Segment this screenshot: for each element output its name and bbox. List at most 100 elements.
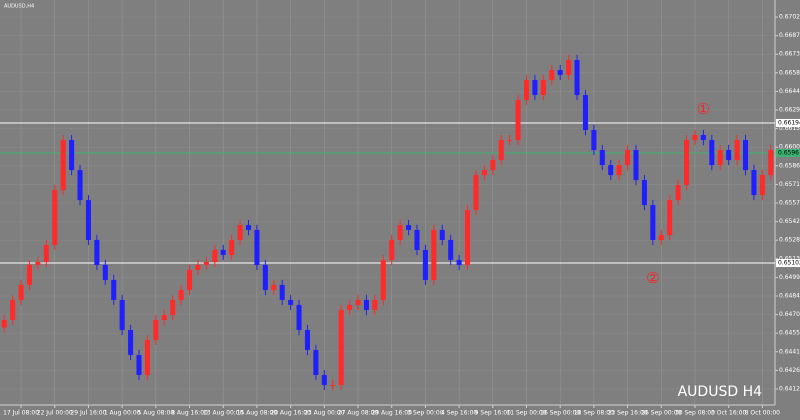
candle-body: [304, 329, 310, 350]
candle-body: [380, 259, 386, 300]
y-tick-label: 0.65715: [779, 181, 800, 188]
candle-body: [212, 249, 218, 263]
candle-body: [549, 70, 555, 81]
candle-body: [684, 140, 690, 186]
candle-body: [557, 70, 563, 76]
candle-body: [187, 269, 193, 290]
symbol-caption: AUDUSD,H4: [4, 4, 34, 10]
candle-body: [490, 160, 496, 171]
candle-body: [136, 354, 142, 375]
candle-body: [608, 165, 614, 176]
candle-body: [26, 264, 33, 285]
x-tick-label: 29 Jul 16:00: [70, 410, 106, 417]
level-label-box: [776, 259, 800, 268]
candle-body: [734, 140, 740, 161]
x-tick-label: 1 Aug 00:00: [104, 410, 141, 417]
candle-body: [633, 150, 639, 181]
y-tick-label: 0.65425: [779, 218, 800, 225]
candle-body: [254, 229, 260, 265]
x-tick-label: 23 Aug 00:00: [304, 410, 345, 417]
candle-body: [279, 284, 285, 300]
x-tick-label: 8 Oct 00:00: [745, 410, 780, 417]
x-tick-label: 29 Aug 16:00: [371, 410, 412, 417]
candle-body: [650, 205, 656, 240]
candle-body: [347, 304, 353, 310]
candle-body: [397, 225, 403, 240]
candle-body: [144, 339, 150, 375]
candle-body: [582, 95, 588, 131]
candle-body: [330, 384, 336, 386]
candle-body: [599, 150, 605, 166]
candle-body: [700, 135, 706, 141]
candle-body: [237, 225, 243, 240]
candle-body: [751, 170, 757, 196]
candle-body: [406, 225, 412, 230]
candle-body: [60, 140, 66, 191]
candle-body: [389, 239, 395, 260]
x-tick-label: 15 Aug 08:00: [237, 410, 278, 417]
candle-body: [515, 100, 521, 141]
candle-body: [321, 374, 327, 385]
candle-body: [128, 329, 134, 355]
candle-body: [742, 140, 749, 171]
candle-body: [288, 299, 294, 305]
candle-body: [768, 150, 774, 176]
candle-body: [431, 229, 437, 280]
y-tick-label: 0.66875: [779, 32, 800, 39]
level-label: 0.65102: [778, 260, 800, 267]
candle-body: [77, 170, 83, 201]
candle-body: [675, 185, 681, 201]
candle-body: [574, 60, 580, 96]
candle-body: [507, 140, 513, 142]
candle-body: [296, 304, 302, 330]
candle-body: [43, 244, 49, 263]
candle-body: [456, 259, 462, 265]
candle-body: [414, 229, 420, 250]
candle-body: [498, 140, 504, 161]
candle-body: [178, 289, 184, 300]
y-tick-label: 0.66295: [779, 107, 800, 114]
candle-body: [473, 175, 479, 211]
candle-body: [439, 229, 445, 240]
x-tick-label: 3 Oct 16:00: [711, 410, 746, 417]
candle-body: [229, 239, 235, 255]
candle-body: [448, 239, 454, 260]
chart-title: AUDUSD H4: [678, 384, 762, 400]
candle-body: [271, 284, 277, 290]
candle-body: [338, 309, 344, 385]
candle-body: [355, 299, 361, 305]
candle-body: [422, 249, 428, 280]
y-tick-label: 0.6586: [779, 162, 800, 169]
candle-body: [481, 170, 487, 176]
candle-body: [161, 314, 167, 320]
x-tick-label: 9 Sep 16:00: [475, 410, 511, 417]
candle-body: [759, 175, 765, 196]
x-tick-label: 8 Aug 16:00: [171, 410, 208, 417]
candle-body: [153, 319, 159, 340]
candle-body: [591, 130, 597, 151]
x-tick-label: 20 Aug 16:00: [270, 410, 311, 417]
y-tick-label: 0.66585: [779, 69, 800, 76]
candle-body: [69, 140, 75, 171]
x-tick-label: 11 Sep 00:00: [506, 410, 546, 417]
candle-body: [465, 210, 471, 265]
candle-body: [709, 140, 715, 166]
candle-body: [245, 225, 252, 230]
candle-body: [203, 262, 209, 265]
x-tick-label: 3 Sep 00:00: [407, 410, 443, 417]
x-tick-label: 22 Jul 00:00: [37, 410, 73, 417]
x-tick-label: 23 Sep 16:00: [608, 410, 648, 417]
level-label-box: [776, 118, 800, 127]
candle-body: [523, 80, 530, 101]
x-tick-label: 27 Aug 08:00: [338, 410, 379, 417]
y-tick-label: 0.64555: [779, 330, 800, 337]
candle-body: [1, 319, 7, 328]
candle-body: [35, 262, 41, 265]
